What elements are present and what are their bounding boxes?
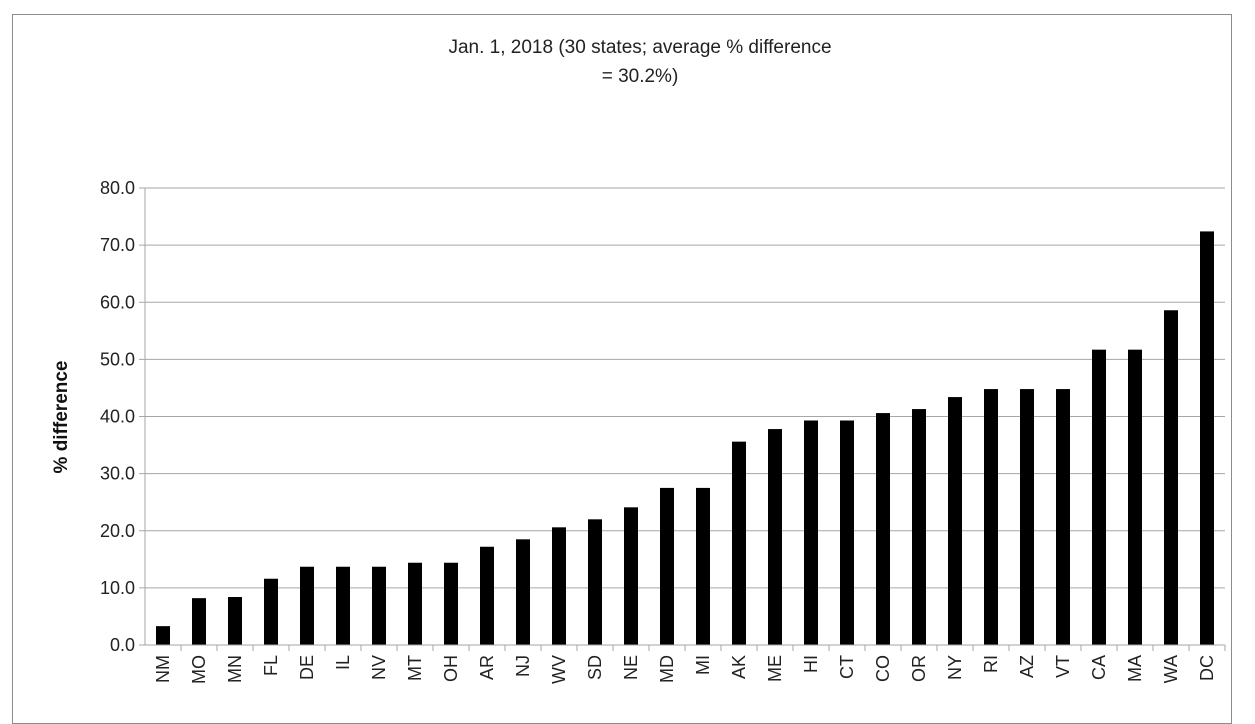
x-tick-label-nj: NJ [513, 655, 533, 677]
bar-or [912, 409, 926, 645]
x-tick-label-ma: MA [1125, 655, 1145, 682]
bar-nm [156, 626, 170, 645]
x-axis-ticks: NM MO MN FL DE IL NV MT OH AR NJ WV SD NE MD MI AK ME HI CT… [153, 645, 1226, 684]
y-tick-label: 50.0 [100, 349, 135, 369]
x-tick-label-nm: NM [153, 655, 173, 683]
bar-wa [1164, 310, 1178, 645]
bar-az [1020, 389, 1034, 645]
x-tick-label-dc: DC [1197, 655, 1217, 681]
bar-ma [1128, 349, 1142, 645]
bar-ny [948, 397, 962, 645]
bar-sd [588, 519, 602, 645]
x-tick-label-mi: MI [693, 655, 713, 675]
bar-nv [372, 566, 386, 645]
x-tick-label-wv: WV [549, 655, 569, 684]
x-tick-label-nv: NV [369, 655, 389, 680]
bar-nj [516, 539, 530, 645]
x-tick-label-fl: FL [261, 655, 281, 676]
x-tick-label-ar: AR [477, 655, 497, 680]
y-tick-label: 40.0 [100, 407, 135, 427]
bar-hi [804, 420, 818, 645]
bar-mo [192, 598, 206, 645]
bar-mi [696, 487, 710, 645]
y-tick-label: 80.0 [100, 178, 135, 198]
bar-co [876, 413, 890, 645]
y-tick-label: 60.0 [100, 292, 135, 312]
chart-title-line-2: = 30.2%) [602, 66, 679, 87]
chart-title-line-1: Jan. 1, 2018 (30 states; average % diffe… [448, 37, 831, 58]
x-tick-label-sd: SD [585, 655, 605, 680]
x-tick-label-hi: HI [801, 655, 821, 673]
y-tick-label: 20.0 [100, 521, 135, 541]
bar-wv [552, 527, 566, 645]
x-tick-label-oh: OH [441, 655, 461, 682]
x-tick-label-ne: NE [621, 655, 641, 680]
bars [156, 231, 1214, 646]
x-tick-label-mt: MT [405, 655, 425, 681]
x-tick-label-vt: VT [1053, 655, 1073, 678]
bar-ct [840, 420, 854, 645]
x-tick-label-me: ME [765, 655, 785, 682]
x-tick-label-mn: MN [225, 655, 245, 683]
x-tick-label-ny: NY [945, 655, 965, 680]
x-tick-label-ct: CT [837, 655, 857, 679]
x-tick-label-ca: CA [1089, 655, 1109, 680]
bar-vt [1056, 389, 1070, 645]
x-tick-label-wa: WA [1161, 655, 1181, 683]
bar-dc [1200, 231, 1214, 646]
bar-ri [984, 389, 998, 645]
y-tick-label: 70.0 [100, 235, 135, 255]
gridlines [145, 187, 1225, 589]
x-tick-label-or: OR [909, 655, 929, 682]
x-tick-label-il: IL [333, 655, 353, 670]
y-axis-label: % difference [51, 361, 72, 474]
bar-mn [228, 597, 242, 645]
bar-il [336, 566, 350, 645]
bar-md [660, 487, 674, 645]
x-tick-label-co: CO [873, 655, 893, 682]
x-tick-label-de: DE [297, 655, 317, 680]
bar-fl [264, 578, 278, 645]
bar-ca [1092, 349, 1106, 645]
bar-de [300, 566, 314, 645]
bar-ar [480, 546, 494, 645]
y-tick-label: 10.0 [100, 578, 135, 598]
bar-ne [624, 507, 638, 645]
y-axis-ticks: 0.0 10.0 20.0 30.0 40.0 50.0 60.0 70.0 80.0 [100, 178, 146, 655]
bar-mt [408, 562, 422, 645]
x-tick-label-ak: AK [729, 655, 749, 679]
x-tick-label-ri: RI [981, 655, 1001, 673]
x-tick-label-az: AZ [1017, 655, 1037, 678]
bar-ak [732, 441, 746, 645]
y-tick-label: 0.0 [110, 635, 135, 655]
x-tick-label-mo: MO [189, 655, 209, 684]
bar-oh [444, 562, 458, 645]
bar-me [768, 429, 782, 645]
y-tick-label: 30.0 [100, 464, 135, 484]
x-tick-label-md: MD [657, 655, 677, 683]
